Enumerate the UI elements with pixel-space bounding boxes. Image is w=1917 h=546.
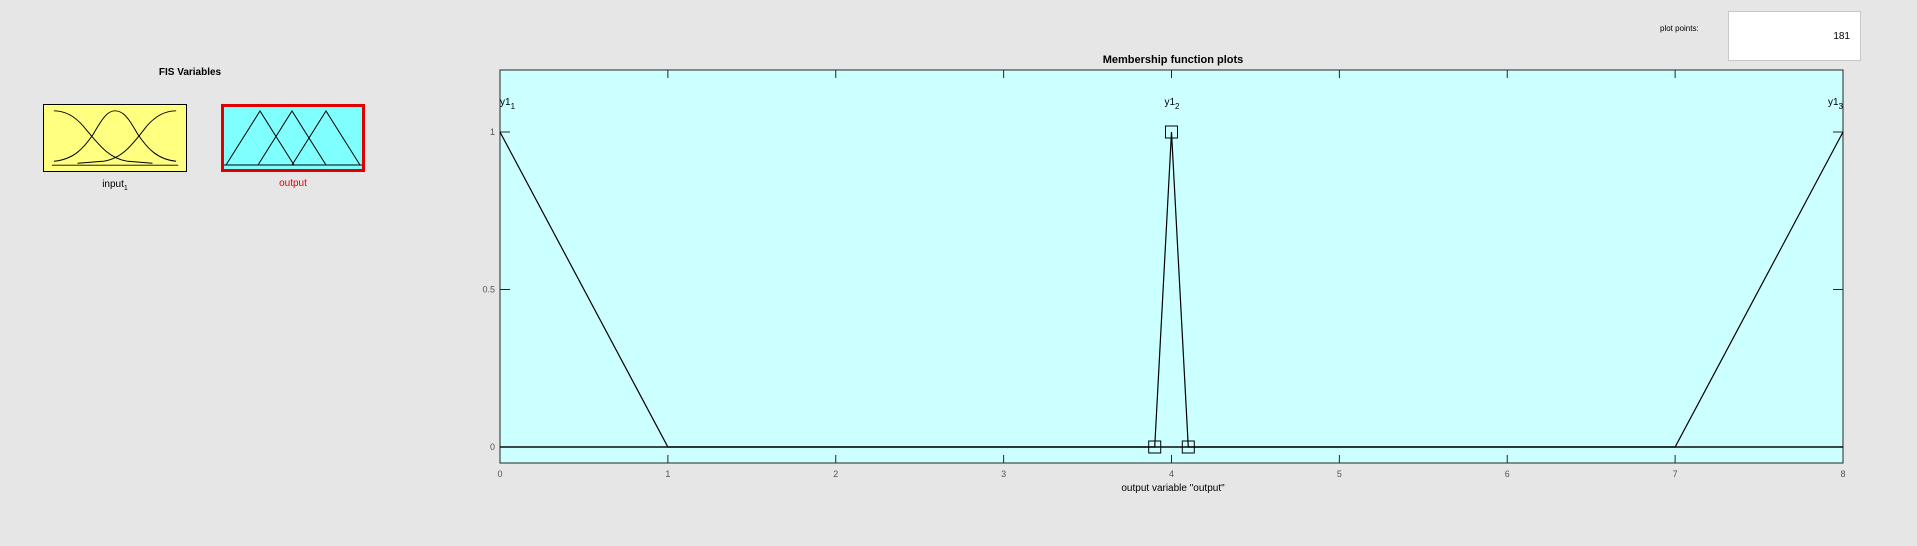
fis-variables-title: FIS Variables xyxy=(158,67,222,78)
input-variable-label: input1 xyxy=(102,179,128,192)
output-mf-thumbnail xyxy=(224,110,362,166)
mf-handle[interactable] xyxy=(1165,125,1178,139)
x-tick-label: 7 xyxy=(1673,469,1678,479)
plot-area xyxy=(499,69,1844,464)
x-tick-label: 6 xyxy=(1505,469,1510,479)
plot-points-label: plot points: xyxy=(1660,24,1699,33)
y-tick-label: 0 xyxy=(490,442,495,452)
mf-handle[interactable] xyxy=(1148,440,1162,454)
x-tick-label: 8 xyxy=(1840,469,1845,479)
mf-curve-y1-3 xyxy=(500,131,1844,448)
x-tick-label: 4 xyxy=(1169,469,1174,479)
y-tick-label: 0.5 xyxy=(482,285,495,295)
x-tick-label: 5 xyxy=(1337,469,1342,479)
output-variable-label: output xyxy=(279,178,307,189)
plot-points-input[interactable] xyxy=(1728,11,1861,61)
y-tick-label: 1 xyxy=(490,127,495,137)
output-variable-box[interactable] xyxy=(221,104,365,172)
x-tick-label: 2 xyxy=(833,469,838,479)
plot-title: Membership function plots xyxy=(1102,54,1244,66)
input-variable-box[interactable] xyxy=(43,104,187,172)
mf-handle[interactable] xyxy=(1181,440,1195,454)
input-mf-thumbnail xyxy=(51,110,179,166)
x-tick-label: 0 xyxy=(497,469,502,479)
x-axis-label: output variable "output" xyxy=(1121,483,1225,494)
x-tick-label: 1 xyxy=(665,469,670,479)
x-tick-label: 3 xyxy=(1001,469,1006,479)
